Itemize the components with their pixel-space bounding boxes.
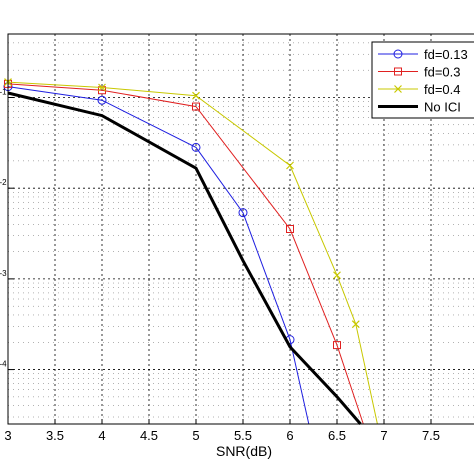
series-3 <box>7 91 362 425</box>
legend-label: fd=0.13 <box>424 47 468 62</box>
x-tick-label: 4.5 <box>140 428 158 443</box>
x-tick-label: 3.5 <box>46 428 64 443</box>
legend-marker <box>394 67 402 76</box>
data-point <box>351 320 360 329</box>
x-tick-label: 5.5 <box>234 428 252 443</box>
y-tick-label: -1 <box>0 87 7 96</box>
data-point <box>333 341 341 350</box>
x-tick-label: 7.5 <box>422 428 440 443</box>
data-point <box>192 102 200 111</box>
x-tick-label: 6 <box>286 428 293 443</box>
legend-entry-0: fd=0.13 <box>378 47 468 62</box>
legend-label: No ICI <box>424 100 461 115</box>
ticks: 3 3.5 4 4.5 5 5.5 6 6.5 7 7.5 -1 -2 -3 -4 <box>0 87 440 443</box>
x-tick-label: 6.5 <box>328 428 346 443</box>
data-point <box>286 225 294 233</box>
legend-marker <box>394 85 402 93</box>
x-axis-label: SNR(dB) <box>216 443 272 459</box>
legend-entry-3: No ICI <box>378 100 461 115</box>
series-line <box>7 86 310 425</box>
series-layer <box>3 78 378 425</box>
series-line <box>7 83 364 425</box>
data-point <box>98 83 106 92</box>
x-tick-label: 3 <box>4 428 11 443</box>
data-point <box>286 161 294 170</box>
y-tick-label: -3 <box>0 269 7 278</box>
legend-entry-2: fd=0.4 <box>378 82 461 97</box>
series-2 <box>4 78 378 425</box>
legend-label: fd=0.4 <box>424 82 461 97</box>
legend: fd=0.13 fd=0.3 fd=0.4 No ICI <box>371 41 474 119</box>
x-tick-label: 4 <box>98 428 105 443</box>
legend-marker <box>393 49 403 59</box>
y-tick-label: -4 <box>0 360 7 369</box>
legend-entry-1: fd=0.3 <box>378 65 461 80</box>
data-point <box>97 95 107 105</box>
data-point <box>192 91 200 100</box>
series-line <box>7 91 362 425</box>
data-point <box>333 271 341 280</box>
legend-label: fd=0.3 <box>424 65 461 80</box>
data-point <box>238 208 248 218</box>
y-tick-label: -2 <box>0 178 7 187</box>
x-tick-label: 7 <box>380 428 387 443</box>
x-tick-label: 5 <box>192 428 199 443</box>
data-point <box>191 142 201 152</box>
